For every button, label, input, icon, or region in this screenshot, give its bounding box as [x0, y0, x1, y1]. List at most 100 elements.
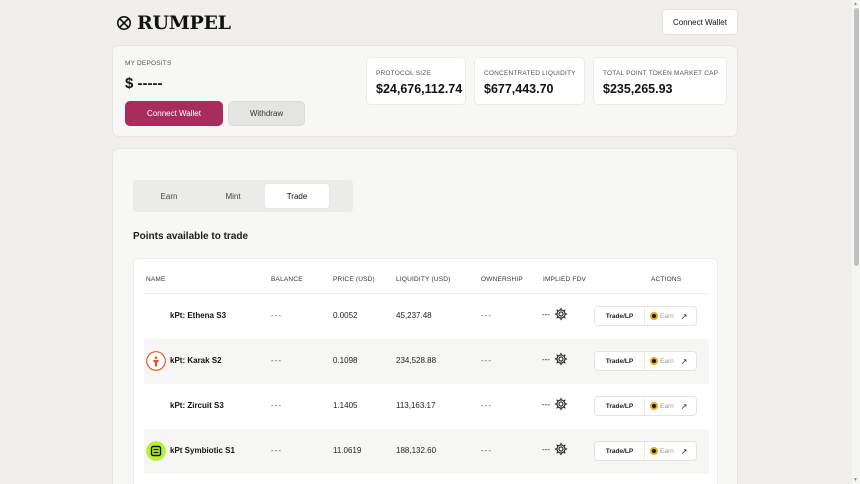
fdv-value: ---: [542, 309, 550, 319]
th-implied-fdv: IMPLIED FDV: [543, 276, 587, 283]
liquidity-cell: 45,237.48: [396, 311, 432, 320]
th-actions: ACTIONS: [651, 276, 682, 283]
tab-earn[interactable]: Earn: [160, 191, 178, 201]
earn-link[interactable]: Earn: [650, 447, 674, 455]
tab-mint[interactable]: Mint: [225, 191, 241, 201]
table-row: kPt Symbiotic S1 --- 11.0619 188,132.60 …: [144, 429, 709, 474]
earn-token-icon: [650, 402, 658, 410]
actions-group: Trade/LP Earn ↗: [594, 351, 697, 371]
trade-lp-button[interactable]: Trade/LP: [595, 307, 645, 325]
earn-label: Earn: [660, 357, 674, 365]
fdv-cell: ---: [542, 397, 568, 411]
price-cell: 0.1098: [333, 356, 358, 365]
rumpel-logo-icon: [117, 16, 131, 30]
external-link-icon[interactable]: ↗: [680, 311, 688, 321]
actions-group: Trade/LP Earn ↗: [594, 306, 697, 326]
header-divider: [144, 293, 707, 294]
brand-name: RUMPEL: [137, 12, 231, 34]
token-name[interactable]: kPt: Karak S2: [170, 356, 222, 365]
price-cell: 0.0052: [333, 311, 358, 320]
liquidity-cell: 188,132.60: [396, 446, 437, 455]
external-link-icon[interactable]: ↗: [680, 446, 688, 456]
token-name[interactable]: kPt: Zircuit S3: [170, 401, 224, 410]
fdv-value: ---: [542, 399, 550, 409]
deposits-value: $ -----: [125, 75, 163, 92]
stat-concentrated-liquidity: CONCENTRATED LIQUIDITY $677,443.70: [474, 57, 585, 105]
table-row: kPt: Karak S2 --- 0.1098 234,528.88 --- …: [144, 339, 709, 384]
fdv-cell: ---: [542, 307, 568, 321]
balance-cell: ---: [271, 446, 282, 455]
gear-icon[interactable]: [554, 442, 568, 456]
points-table: NAME BALANCE PRICE (USD) LIQUIDITY (USD)…: [133, 258, 718, 484]
th-price: PRICE (USD): [333, 276, 375, 283]
earn-link[interactable]: Earn: [650, 402, 674, 410]
balance-cell: ---: [271, 356, 282, 365]
table-row: kPt: Zircuit S3 --- 1.1405 113,163.17 --…: [144, 384, 709, 429]
earn-label: Earn: [660, 402, 674, 410]
scroll-thumb[interactable]: [854, 8, 859, 266]
stat-protocol-size: PROTOCOL SIZE $24,676,112.74: [366, 57, 466, 105]
earn-link[interactable]: Earn: [650, 357, 674, 365]
earn-token-icon: [650, 447, 658, 455]
gear-icon[interactable]: [554, 307, 568, 321]
deposits-label: MY DEPOSITS: [125, 60, 172, 67]
ownership-cell: ---: [481, 356, 492, 365]
th-liquidity: LIQUIDITY (USD): [396, 276, 451, 283]
earn-label: Earn: [660, 447, 674, 455]
token-name[interactable]: kPt Symbiotic S1: [170, 446, 235, 455]
gear-icon[interactable]: [554, 397, 568, 411]
connect-wallet-button[interactable]: Connect Wallet: [125, 101, 223, 126]
stat-value: $24,676,112.74: [376, 82, 463, 96]
deposits-card: MY DEPOSITS $ ----- Connect Wallet Withd…: [112, 45, 738, 137]
earn-token-icon: [650, 312, 658, 320]
table-header: NAME BALANCE PRICE (USD) LIQUIDITY (USD)…: [134, 259, 717, 293]
ownership-cell: ---: [481, 311, 492, 320]
earn-label: Earn: [660, 312, 674, 320]
earn-link[interactable]: Earn: [650, 312, 674, 320]
actions-group: Trade/LP Earn ↗: [594, 441, 697, 461]
token-name[interactable]: kPt: Ethena S3: [170, 311, 227, 320]
main-card: Earn Mint Trade Points available to trad…: [112, 148, 738, 484]
fdv-value: ---: [542, 444, 550, 454]
liquidity-cell: 234,528.88: [396, 356, 437, 365]
price-cell: 11.0619: [333, 446, 362, 455]
stat-label: TOTAL POINT TOKEN MARKET CAP: [603, 70, 719, 77]
scroll-down-icon[interactable]: ▼: [853, 477, 858, 483]
section-title: Points available to trade: [133, 231, 249, 242]
karak-icon: [146, 351, 166, 371]
th-balance: BALANCE: [271, 276, 303, 283]
trade-lp-button[interactable]: Trade/LP: [595, 352, 645, 370]
stat-label: PROTOCOL SIZE: [376, 70, 431, 77]
fdv-value: ---: [542, 354, 550, 364]
external-link-icon[interactable]: ↗: [680, 356, 688, 366]
th-ownership: OWNERSHIP: [481, 276, 523, 283]
page-scrollbar[interactable]: ▲ ▼: [852, 0, 860, 484]
ownership-cell: ---: [481, 401, 492, 410]
stat-label: CONCENTRATED LIQUIDITY: [484, 70, 576, 77]
header-connect-wallet-button[interactable]: Connect Wallet: [662, 9, 738, 35]
brand-logo[interactable]: RUMPEL: [116, 12, 231, 34]
withdraw-button[interactable]: Withdraw: [228, 101, 305, 126]
table-row: kPt: Ethena S3 --- 0.0052 45,237.48 --- …: [144, 294, 709, 339]
liquidity-cell: 113,163.17: [396, 401, 436, 410]
fdv-cell: ---: [542, 352, 568, 366]
scroll-up-icon[interactable]: ▲: [853, 1, 858, 7]
price-cell: 1.1405: [333, 401, 358, 410]
actions-group: Trade/LP Earn ↗: [594, 396, 697, 416]
tab-bar: Earn Mint Trade: [133, 180, 353, 212]
tab-trade[interactable]: Trade: [265, 184, 329, 208]
external-link-icon[interactable]: ↗: [680, 401, 688, 411]
fdv-cell: ---: [542, 442, 568, 456]
balance-cell: ---: [271, 311, 282, 320]
stat-value: $235,265.93: [603, 82, 673, 96]
trade-lp-button[interactable]: Trade/LP: [595, 397, 645, 415]
stat-value: $677,443.70: [484, 82, 554, 96]
th-name: NAME: [146, 276, 166, 283]
trade-lp-button[interactable]: Trade/LP: [595, 442, 645, 460]
stat-market-cap: TOTAL POINT TOKEN MARKET CAP $235,265.93: [593, 57, 727, 105]
earn-token-icon: [650, 357, 658, 365]
balance-cell: ---: [271, 401, 282, 410]
symbiotic-icon: [146, 441, 166, 461]
ownership-cell: ---: [481, 446, 492, 455]
gear-icon[interactable]: [554, 352, 568, 366]
